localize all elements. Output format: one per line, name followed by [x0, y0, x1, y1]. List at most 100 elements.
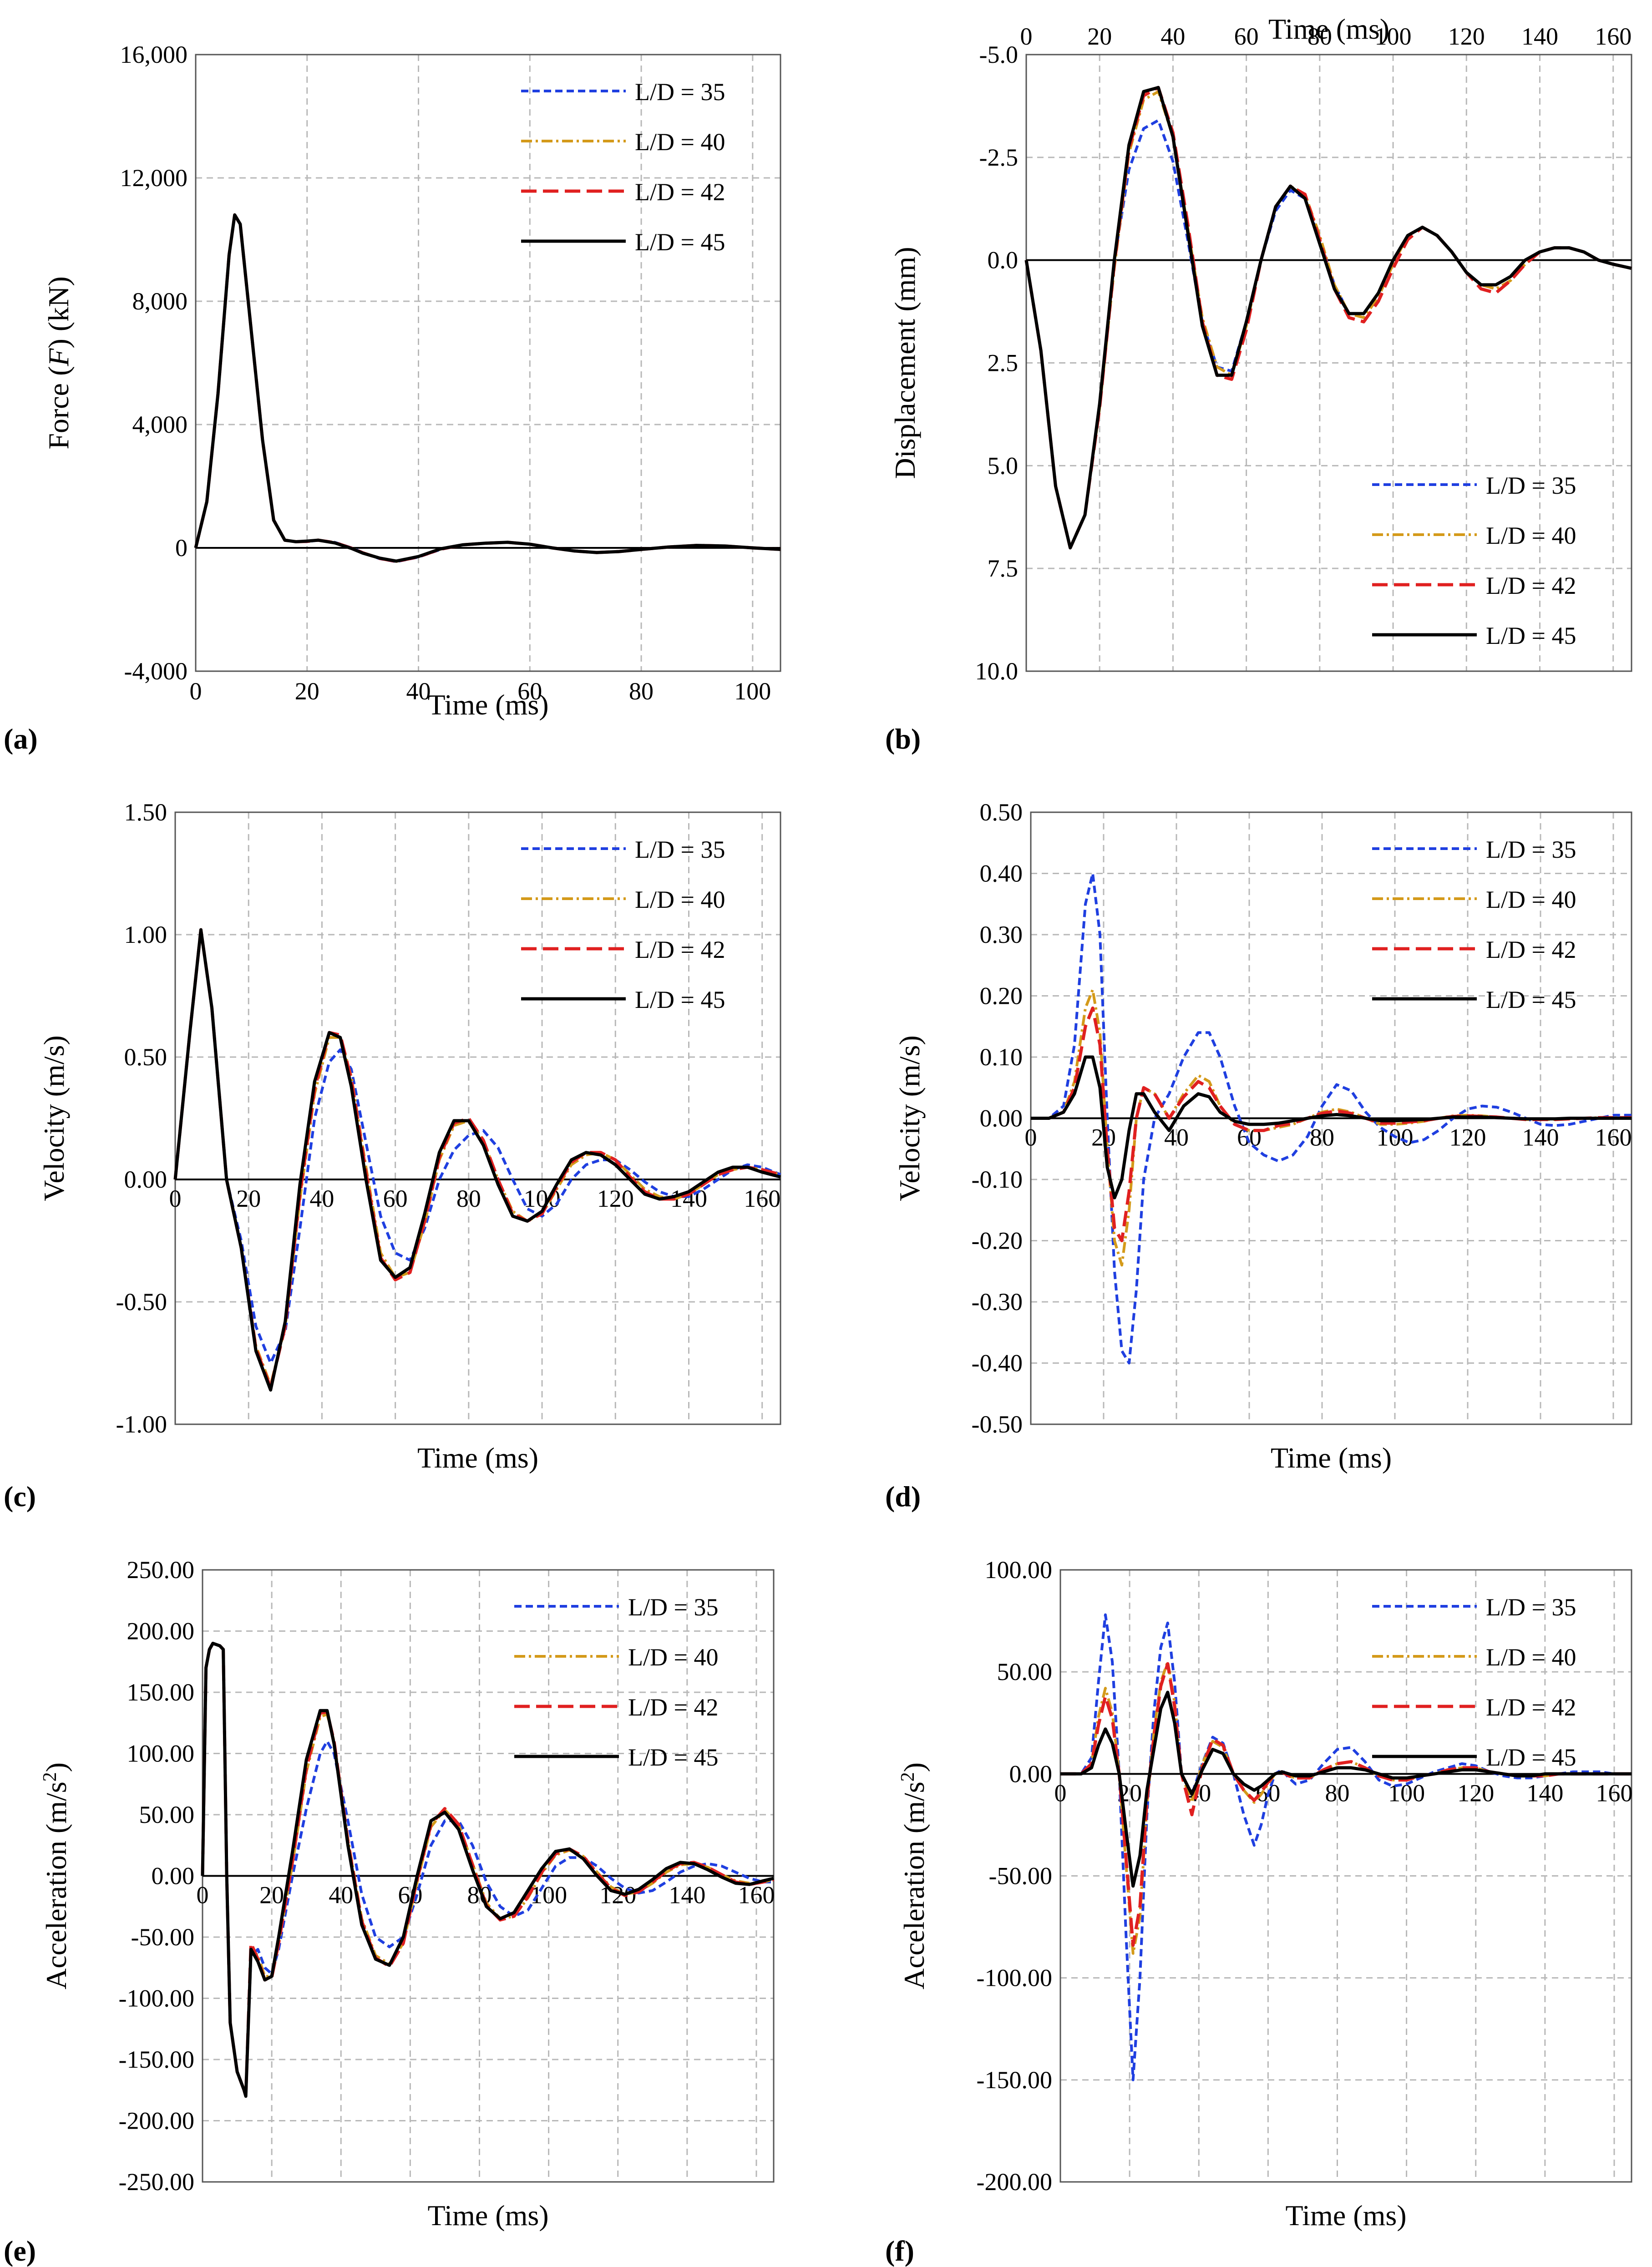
y-tick-label: -0.20	[972, 1227, 1023, 1255]
x-axis-title: Time (ms)	[1268, 13, 1389, 45]
y-tick-label: 150.00	[127, 1679, 195, 1706]
y-axis-title: Force (F) (kN)	[42, 276, 75, 449]
x-tick-label: 40	[329, 1882, 353, 1909]
y-tick-label: 200.00	[127, 1618, 195, 1645]
series-line	[1060, 1690, 1632, 1888]
y-tick-label: 100.00	[985, 1556, 1053, 1584]
legend-label: L/D = 40	[1486, 1644, 1576, 1671]
y-tick-label: 2.5	[988, 349, 1019, 377]
panel-label: (f)	[885, 2235, 914, 2267]
x-tick-label: 40	[1160, 23, 1185, 50]
legend-label: L/D = 42	[1486, 936, 1576, 963]
y-tick-label: 0.20	[980, 982, 1023, 1010]
x-tick-label: 0	[1020, 23, 1033, 50]
y-tick-label: -4,000	[124, 658, 187, 685]
y-tick-label: 0.40	[980, 860, 1023, 887]
panel-label: (e)	[4, 2235, 36, 2267]
legend-label: L/D = 35	[1486, 472, 1576, 499]
chart-panel: 0.50 0.40 0.30 0.20 0.10 0.00 -0.10 -0.20 -0.30 -…	[885, 799, 1632, 1513]
y-tick-label: 1.00	[124, 921, 167, 948]
series-line	[194, 213, 781, 563]
chart-panel: 250.00 200.00 150.00 100.00 50.00 0.00 -50.00 -…	[4, 1556, 775, 2267]
series-line	[1024, 86, 1632, 550]
y-tick-label: -0.50	[972, 1411, 1023, 1438]
y-tick-label: 7.5	[988, 555, 1019, 582]
y-tick-label: 50.00	[139, 1801, 195, 1828]
x-tick-label: 100	[734, 678, 771, 705]
x-tick-label: 80	[1310, 1124, 1334, 1151]
x-tick-label: 80	[1325, 1779, 1349, 1807]
legend-label: L/D = 42	[635, 178, 725, 206]
panel-label: (c)	[4, 1480, 36, 1513]
x-tick-label: 140	[1526, 1779, 1563, 1807]
series-line	[194, 213, 781, 563]
y-tick-label: -0.30	[972, 1288, 1023, 1316]
plot-area-frame	[1025, 54, 1632, 672]
x-tick-label: 20	[1087, 23, 1112, 50]
panel-label: (a)	[4, 723, 38, 755]
x-tick-label: 0	[1025, 1124, 1037, 1151]
y-tick-label: -0.10	[972, 1166, 1023, 1193]
x-tick-label: 40	[406, 678, 431, 705]
plot-area-frame	[195, 54, 781, 672]
y-tick-label: 0.50	[980, 799, 1023, 826]
legend-label: L/D = 40	[1486, 886, 1576, 913]
x-tick-label: 100	[1375, 23, 1412, 50]
y-tick-label: -50.00	[131, 1923, 194, 1951]
x-tick-label: 120	[1457, 1779, 1494, 1807]
legend-label: L/D = 35	[635, 78, 725, 106]
legend-label: L/D = 45	[1486, 1744, 1576, 1771]
x-axis-title: Time (ms)	[1271, 1442, 1392, 1474]
x-tick-label: 80	[1307, 23, 1332, 50]
legend-label: L/D = 42	[635, 936, 725, 963]
legend-label: L/D = 45	[635, 228, 725, 256]
x-tick-label: 0	[169, 1185, 182, 1212]
x-tick-label: 80	[629, 678, 654, 705]
legend-label: L/D = 45	[1486, 986, 1576, 1013]
y-axis-title: Velocity (m/s)	[38, 1035, 70, 1201]
x-axis-title: Time (ms)	[417, 1442, 538, 1474]
legend-label: L/D = 40	[635, 886, 725, 913]
y-tick-label: 4,000	[132, 411, 188, 438]
legend-label: L/D = 40	[1486, 522, 1576, 549]
x-axis-title: Time (ms)	[1285, 2199, 1406, 2232]
x-tick-label: 60	[1234, 23, 1259, 50]
y-axis-title: Displacement (mm)	[889, 247, 921, 479]
legend-label: L/D = 35	[1486, 1594, 1576, 1621]
x-tick-label: 120	[1449, 1124, 1486, 1151]
y-tick-label: 0.30	[980, 921, 1023, 948]
y-tick-label: 0	[175, 534, 187, 562]
legend-label: L/D = 40	[635, 128, 725, 156]
y-tick-label: 12,000	[120, 164, 188, 192]
y-tick-label: -5.0	[979, 41, 1018, 68]
x-tick-label: 120	[597, 1185, 634, 1212]
y-tick-label: 0.00	[1009, 1760, 1053, 1787]
legend-label: L/D = 45	[1486, 622, 1576, 649]
y-tick-label: 0.00	[980, 1105, 1023, 1132]
legend-label: L/D = 35	[1486, 836, 1576, 863]
x-tick-label: 20	[236, 1185, 261, 1212]
legend-label: L/D = 35	[635, 836, 725, 863]
y-tick-label: -200.00	[119, 2107, 194, 2135]
x-tick-label: 140	[1522, 1124, 1559, 1151]
series-line	[1031, 1055, 1632, 1199]
legend-label: L/D = 45	[628, 1744, 718, 1771]
legend-label: L/D = 42	[628, 1694, 718, 1721]
x-axis-title: Time (ms)	[427, 688, 548, 721]
y-tick-label: 250.00	[127, 1556, 195, 1584]
y-tick-label: 0.0	[988, 247, 1019, 274]
x-tick-label: 80	[456, 1185, 481, 1212]
x-tick-label: 140	[669, 1882, 705, 1909]
x-tick-label: 0	[1054, 1779, 1067, 1807]
y-tick-label: -0.50	[116, 1288, 167, 1316]
x-tick-label: 160	[738, 1882, 775, 1909]
y-axis-title: Acceleration (m/s2)	[40, 1762, 72, 1989]
y-tick-label: 50.00	[997, 1658, 1053, 1685]
y-axis-title: Velocity (m/s)	[893, 1035, 926, 1201]
y-tick-label: -150.00	[977, 2066, 1052, 2094]
x-tick-label: 160	[744, 1185, 780, 1212]
y-tick-label: -100.00	[977, 1964, 1052, 1992]
chart-panel: 100.00 50.00 0.00 -50.00 -100.00 -150.00 -200.…	[885, 1556, 1632, 2267]
series-line	[194, 213, 781, 563]
